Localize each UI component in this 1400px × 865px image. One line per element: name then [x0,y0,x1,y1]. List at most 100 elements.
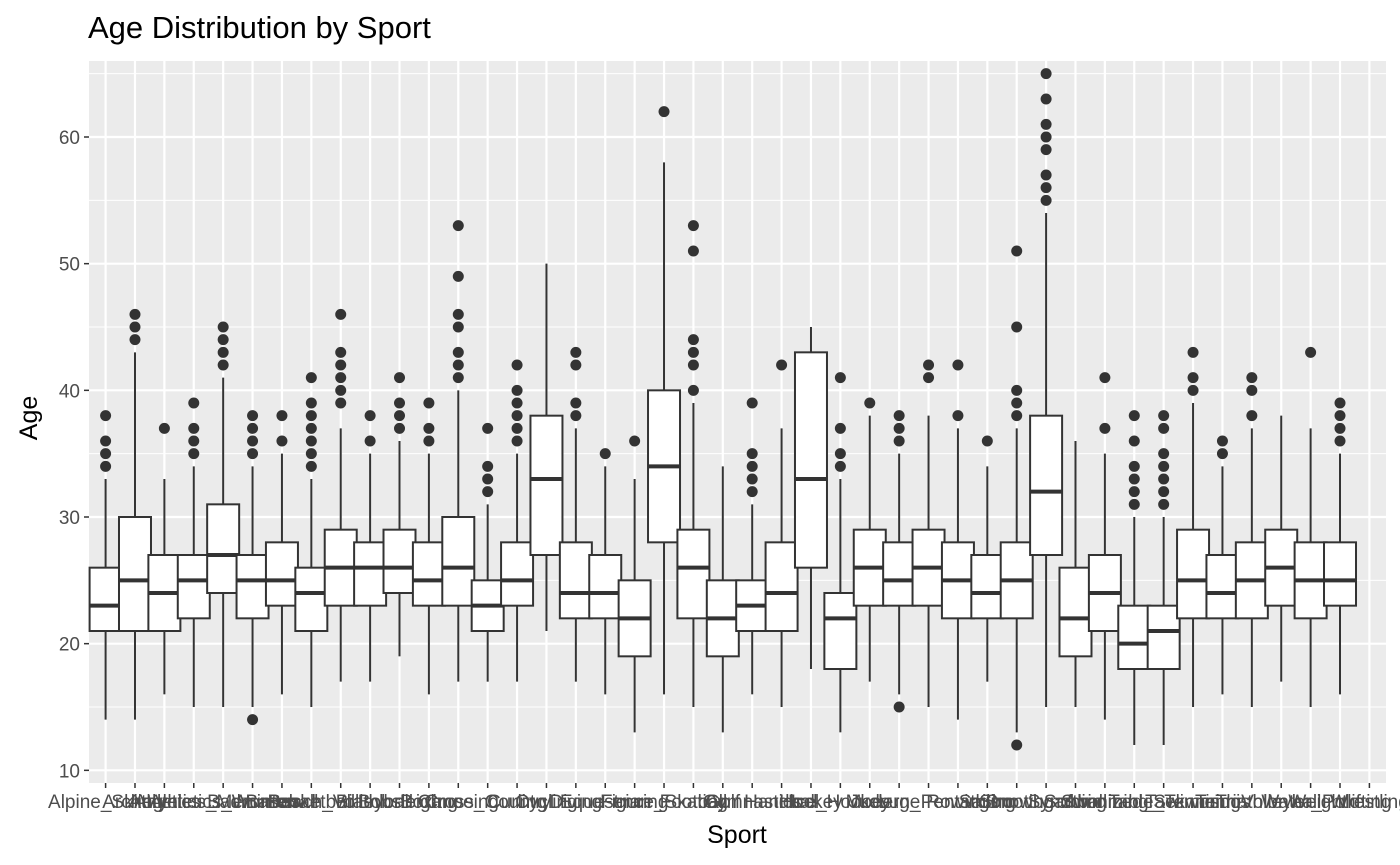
box-Softball [1058,441,1093,707]
box-Rowing [940,359,975,720]
box-outlier [482,422,494,434]
box-Shooting [999,245,1034,751]
x-tick-label: Synchronized_Swimming [1028,792,1241,813]
box-outlier [129,308,141,320]
box-Badminton [235,410,270,726]
box-outlier [482,473,494,485]
box-outlier [452,346,464,358]
box-outlier [452,220,464,232]
box-Judo [852,397,887,682]
box-outlier [217,346,229,358]
x-tick-label: Football [660,792,728,813]
x-tick-label: Ice_Hockey [791,792,891,813]
box-body [294,566,329,633]
box-outlier [1158,460,1170,472]
box-outlier [834,372,846,384]
x-tick-label: Bobsleigh [358,792,441,813]
box-outlier [687,384,699,396]
x-tick-label: Diving [549,792,602,813]
x-tick-label: Basketball [267,792,355,813]
box-outlier [570,346,582,358]
x-tick-label: Alpine_Skiing [48,792,163,813]
box-Equestrian [588,448,623,695]
box-outlier [1128,486,1140,498]
x-tick-label: Hockey [779,792,843,813]
box-outlier [1040,194,1052,206]
x-tick-label: Tennis [1195,792,1250,813]
box-outlier [158,422,170,434]
box-outlier [570,410,582,422]
box-outlier [1011,739,1023,751]
box-outlier [1158,422,1170,434]
box-outlier [1128,435,1140,447]
box-Cycling [529,263,564,631]
x-tick-label: Water_Polo [1261,792,1360,813]
box-outlier [335,384,347,396]
box-Athletics_Women [206,321,241,707]
box-outlier [981,435,993,447]
x-tick-label: Taekwondo [1145,792,1241,813]
box-outlier [1158,448,1170,460]
box-outlier [893,435,905,447]
x-tick-label: Fencing [601,792,669,813]
chart-title: Age Distribution by Sport [88,10,431,45]
box-outlier [1158,473,1170,485]
box-outlier [217,359,229,371]
box-outlier [1334,422,1346,434]
x-tick-label: Cross_Country [424,792,551,813]
box-outlier [511,435,523,447]
box-outlier [511,422,523,434]
box-outlier [893,410,905,422]
box-Diving [558,346,593,682]
box-outlier [834,460,846,472]
box-body [176,554,211,620]
box-body [588,554,623,620]
box-outlier [599,448,611,460]
box-body [441,516,476,607]
box-outlier [423,422,435,434]
box-body [382,528,417,595]
box-outlier [893,701,905,713]
x-tick-label: Golf [705,792,741,813]
box-outlier [746,486,758,498]
box-Swimming [1087,372,1122,720]
x-tick-label: Judo [849,792,890,813]
box-outlier [482,460,494,472]
y-tick-label: 20 [59,635,80,656]
x-tick-label: Table_Tennis [1108,792,1219,813]
box-outlier [247,714,259,726]
box-outlier [129,334,141,346]
box-body [88,566,123,633]
box-outlier [1128,460,1140,472]
box-outlier [1158,498,1170,510]
box-outlier [864,397,876,409]
box-Biathlon [353,410,388,682]
box-Boxing [411,397,446,695]
box-outlier [570,359,582,371]
box-outlier [276,410,288,422]
box-outlier [1246,384,1258,396]
box-body [117,516,152,632]
box-outlier [394,397,406,409]
box-outlier [1246,372,1258,384]
box-outlier [452,270,464,282]
box-body [264,541,299,607]
box-Alpine_Skiing [88,410,123,720]
box-Modern_Pentathlon [911,359,946,707]
box-outlier [305,397,317,409]
box-outlier [1128,410,1140,422]
box-outlier [658,106,670,118]
x-tick-label: Curling [487,792,547,813]
box-outlier [305,422,317,434]
x-tick-label: Athletics_Men [134,792,253,813]
box-body [823,592,858,670]
box-outlier [452,359,464,371]
x-tick-label: Handball [744,792,819,813]
x-tick-label: Softball [1044,792,1107,813]
box-outlier [687,359,699,371]
x-tick-label: Badminton [207,792,298,813]
box-body [676,528,711,620]
box-body [411,541,446,607]
box-outlier [305,410,317,422]
box-outlier [687,334,699,346]
